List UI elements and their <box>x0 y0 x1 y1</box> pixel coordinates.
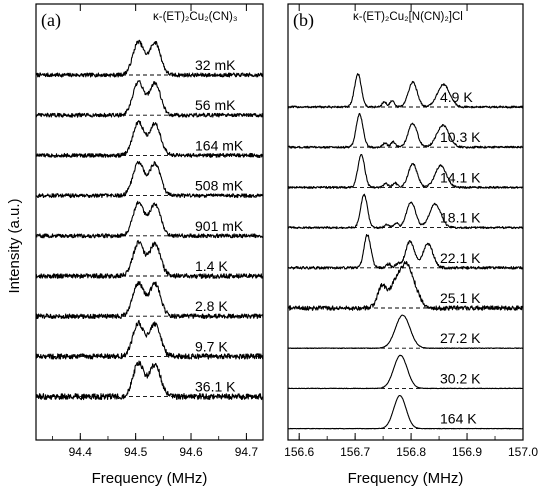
series-label: 901 mK <box>195 218 244 234</box>
spectrum-line <box>35 160 264 199</box>
x-tick-label: 94.4 <box>69 445 93 459</box>
spectrum-line <box>287 314 524 350</box>
spectrum-line <box>287 73 524 109</box>
spectrum-line <box>287 193 524 230</box>
series-label: 508 mK <box>195 178 244 194</box>
series-label: 2.8 K <box>195 298 228 314</box>
series-label: 56 mK <box>195 97 236 113</box>
series-label: 32 mK <box>195 57 236 73</box>
panel-label: (b) <box>293 10 314 31</box>
x-axis-label: Frequency (MHz) <box>348 470 464 487</box>
spectrum-line <box>35 280 264 320</box>
plot-frame <box>287 3 524 441</box>
series-label: 164 mK <box>195 137 244 153</box>
series-label: 18.1 K <box>440 210 481 226</box>
x-tick-label: 94.6 <box>179 445 203 459</box>
spectrum-line <box>35 120 264 158</box>
series-label: 22.1 K <box>440 250 481 266</box>
x-tick-label: 156.9 <box>452 445 482 459</box>
x-tick-label: 156.6 <box>284 445 314 459</box>
series-label: 25.1 K <box>440 290 481 306</box>
x-tick-label: 156.7 <box>340 445 370 459</box>
compound-label: κ-(ET)₂Cu₂(CN)₃ <box>153 11 238 23</box>
spectrum-line <box>35 239 264 279</box>
spectrum-line <box>35 80 264 118</box>
x-tick-label: 94.7 <box>235 445 259 459</box>
y-axis-label: Intensity (a.u.) <box>6 198 23 293</box>
x-axis-label: Frequency (MHz) <box>92 470 208 487</box>
spectrum-line <box>35 39 264 78</box>
spectrum-line <box>287 394 524 430</box>
series-label: 4.9 K <box>440 89 473 105</box>
x-tick-label: 94.5 <box>124 445 148 459</box>
spectrum-line <box>35 319 264 360</box>
spectrum-line <box>287 354 524 390</box>
spectrum-line <box>35 360 264 401</box>
x-tick-label: 157.0 <box>508 445 538 459</box>
series-label: 1.4 K <box>195 258 228 274</box>
series-label: 9.7 K <box>195 338 228 354</box>
spectrum-line <box>287 260 524 311</box>
series-label: 10.3 K <box>440 129 481 145</box>
x-tick-label: 156.8 <box>396 445 426 459</box>
series-label: 27.2 K <box>440 330 481 346</box>
series-label: 30.2 K <box>440 370 481 386</box>
spectrum-line <box>287 153 524 189</box>
compound-label: κ-(ET)₂Cu₂[N(CN)₂]Cl <box>353 11 463 23</box>
panel-a: 94.4 94.5 94.6 94.7 Frequency (MHz) (a) κ-(ET)… <box>35 3 264 487</box>
panel-b: 156.6 156.7 156.8 156.9 157.0 Frequency (MHz)… <box>284 3 538 487</box>
panel-label: (a) <box>41 10 61 31</box>
series-label: 36.1 K <box>195 379 236 395</box>
series-label: 14.1 K <box>440 169 481 185</box>
spectrum-line <box>287 112 524 149</box>
spectrum-line <box>287 233 524 270</box>
spectrum-line <box>35 200 264 239</box>
series-label: 164 K <box>440 411 477 427</box>
plot-frame <box>35 3 264 441</box>
